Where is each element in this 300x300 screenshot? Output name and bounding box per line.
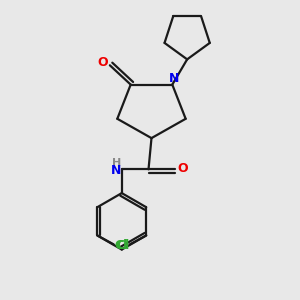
Text: N: N: [169, 72, 179, 85]
Text: N: N: [111, 164, 122, 177]
Text: O: O: [177, 162, 188, 175]
Text: Cl: Cl: [114, 239, 128, 252]
Text: H: H: [112, 158, 121, 168]
Text: O: O: [97, 56, 108, 69]
Text: Cl: Cl: [116, 239, 129, 252]
